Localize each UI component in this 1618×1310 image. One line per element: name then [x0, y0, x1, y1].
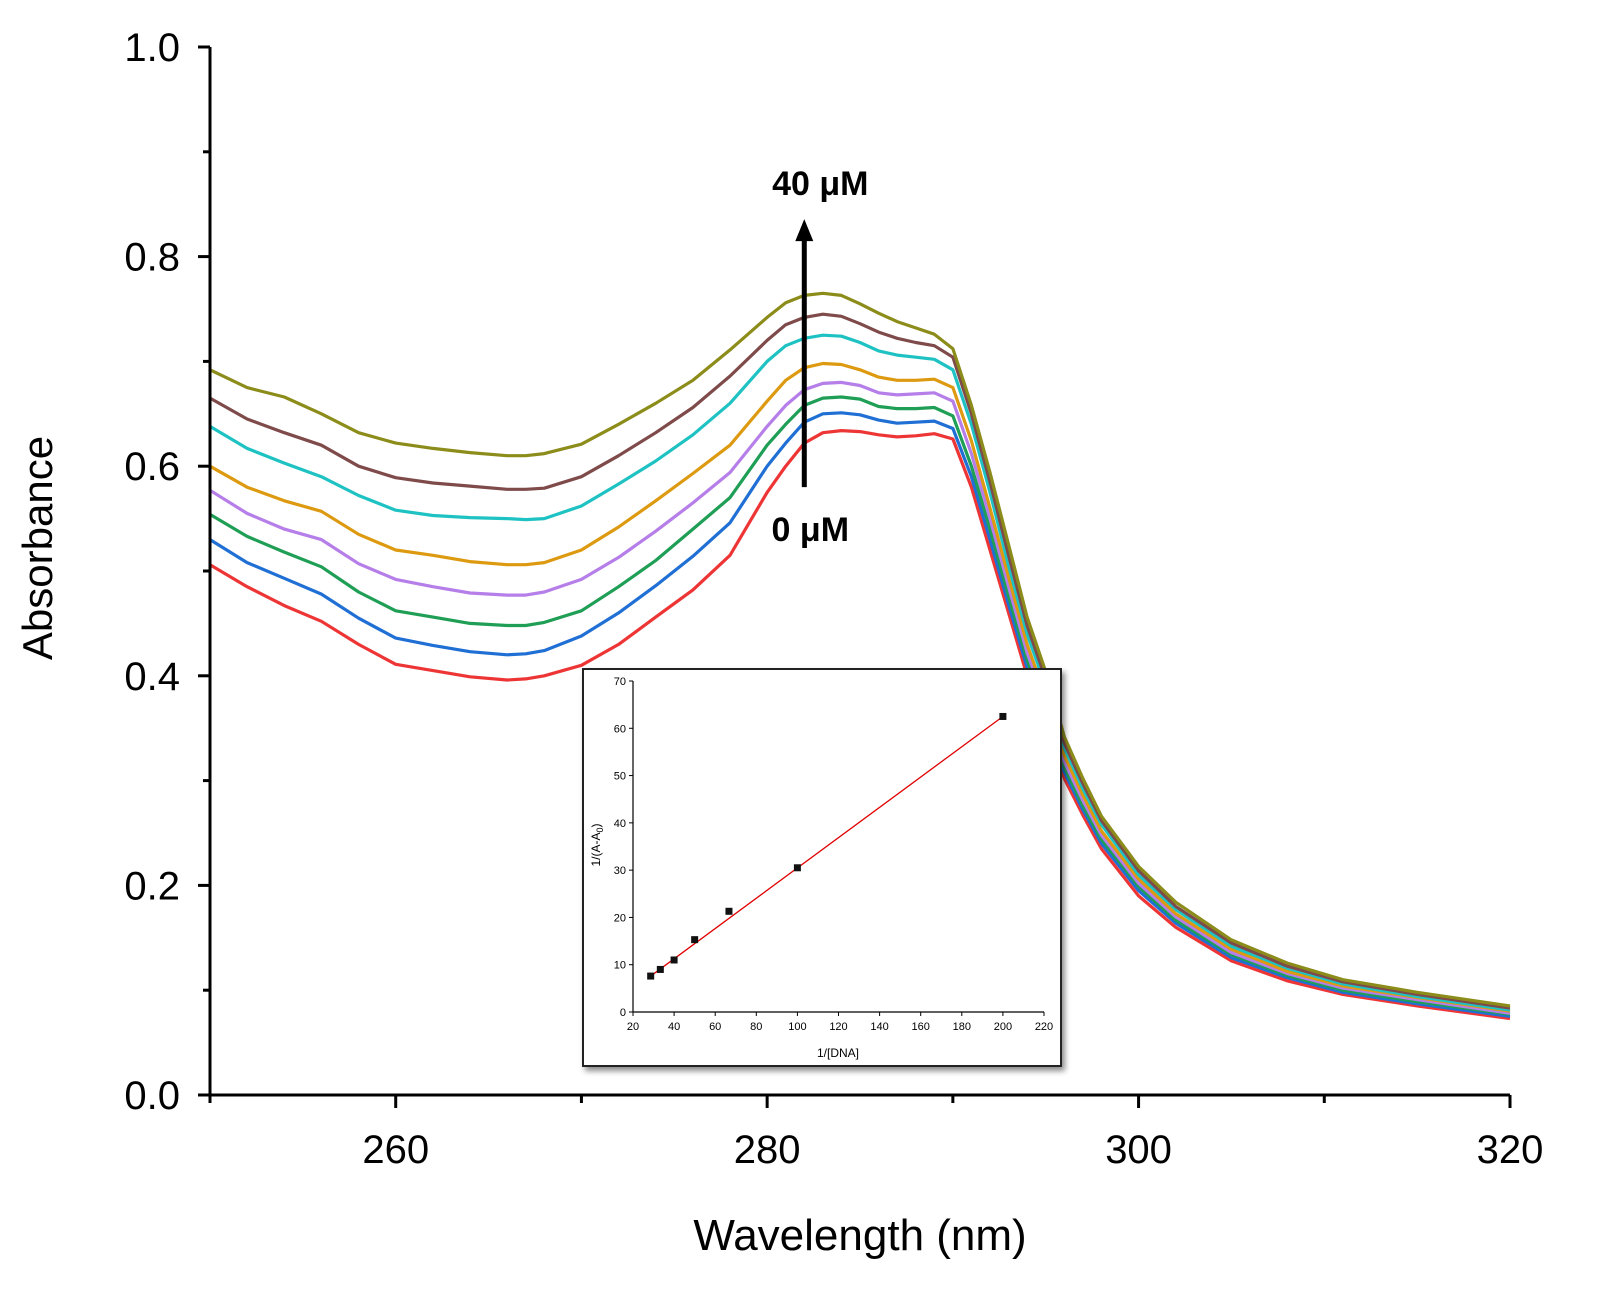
- spectrum-line-3: [209, 395, 1511, 1016]
- inset-y-label-end: ): [589, 823, 603, 827]
- inset-data-point: [999, 712, 1007, 720]
- annotation-top-label: 40 μM: [772, 165, 868, 203]
- main-x-tick-label: 320: [1477, 1128, 1544, 1172]
- inset-x-tick-label: 200: [994, 1021, 1012, 1033]
- inset-y-tick-label: 30: [614, 865, 626, 877]
- main-y-tick-label: 0.0: [124, 1074, 180, 1118]
- main-y-tick-label: 0.6: [124, 445, 180, 489]
- main-series-group: [209, 291, 1511, 1021]
- inset-points-group: [647, 712, 1007, 980]
- inset-y-ticks: 0 10 20 30 40 50 60 70: [614, 676, 633, 1019]
- main-y-tick-label: 0.2: [124, 864, 180, 908]
- arrow-head: [795, 219, 814, 242]
- inset-frame: [582, 668, 1062, 1067]
- inset-x-tick-label: 20: [627, 1021, 639, 1033]
- inset-x-tick-label: 140: [870, 1021, 888, 1033]
- inset-data-point: [670, 956, 678, 964]
- spectrum-line-7: [209, 312, 1511, 1010]
- main-y-tick-label: 0.4: [124, 655, 180, 699]
- spectrum-line-4: [209, 380, 1511, 1015]
- inset-data-point: [725, 907, 733, 915]
- inset-x-axis-label: 1/[DNA]: [817, 1046, 859, 1060]
- spectrum-line-2: [209, 411, 1511, 1018]
- inset-x-tick-label: 40: [668, 1021, 680, 1033]
- inset-data-point: [691, 936, 699, 944]
- main-y-ticks: 0.0 0.2 0.4 0.6 0.8 1.0: [124, 26, 210, 1118]
- inset-y-tick-label: 20: [614, 912, 626, 924]
- inset-y-tick-label: 40: [614, 818, 626, 830]
- inset-x-tick-label: 60: [709, 1021, 721, 1033]
- main-x-ticks: 260 280 300 320: [208, 1095, 1544, 1172]
- inset-x-tick-label: 180: [953, 1021, 971, 1033]
- inset-y-tick-label: 10: [614, 960, 626, 972]
- inset-x-tick-label: 120: [829, 1021, 847, 1033]
- inset-y-label-sub: 0: [595, 827, 605, 832]
- spectrum-line-6: [209, 333, 1511, 1012]
- inset-y-tick-label: 0: [620, 1007, 626, 1019]
- main-x-tick-label: 280: [734, 1128, 801, 1172]
- inset-fit-line-group: [650, 715, 1004, 977]
- main-chart: 0.00.20.40.60.81.0 260 280 300 320 Absorban…: [14, 26, 1543, 1260]
- main-x-tick-label: 300: [1105, 1128, 1172, 1172]
- inset-x-tick-label: 160: [912, 1021, 930, 1033]
- spectrum-line-1: [209, 429, 1511, 1021]
- main-x-axis-label: Wavelength (nm): [693, 1211, 1026, 1260]
- inset-fit-line: [650, 715, 1004, 977]
- spectrum-line-5: [209, 361, 1511, 1013]
- spectrum-line-8: [209, 291, 1511, 1008]
- main-y-tick-label: 1.0: [124, 26, 180, 70]
- main-x-tick-label: 260: [362, 1128, 429, 1172]
- inset-y-tick-label: 60: [614, 723, 626, 735]
- concentration-arrow: [795, 219, 814, 488]
- inset-y-tick-label: 70: [614, 676, 626, 688]
- main-y-tick-label: 0.8: [124, 236, 180, 280]
- inset-y-tick-label: 50: [614, 771, 626, 783]
- inset-data-point: [647, 972, 655, 980]
- inset-x-tick-label: 220: [1035, 1021, 1053, 1033]
- annotation-bottom-label: 0 μM: [772, 511, 849, 549]
- main-y-axis-label: Absorbance: [14, 436, 61, 660]
- inset-x-ticks: 20 40 60 80 100 120 140 160 180 200 220: [627, 1012, 1053, 1033]
- inset-x-tick-label: 80: [750, 1021, 762, 1033]
- inset-y-label-main: 1/(A-A: [589, 833, 603, 867]
- inset-y-axis-label: 1/(A-A0): [589, 823, 605, 866]
- inset-data-point: [656, 965, 664, 973]
- inset-data-point: [793, 864, 801, 872]
- inset-x-tick-label: 100: [788, 1021, 806, 1033]
